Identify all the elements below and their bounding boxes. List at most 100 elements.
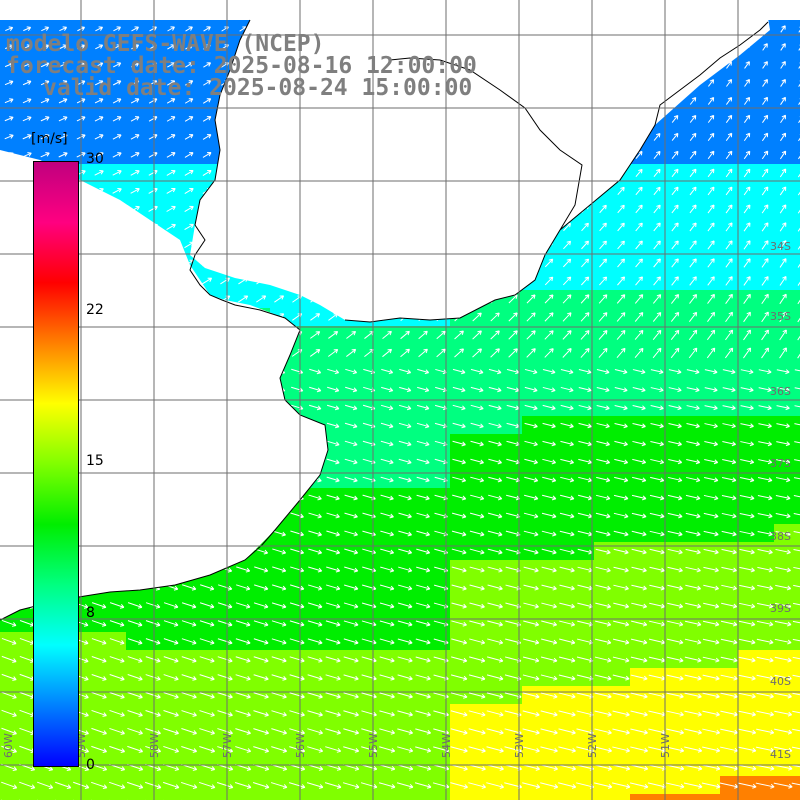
wind-arrow (217, 602, 233, 609)
wind-arrow (217, 746, 234, 753)
wind-arrow (594, 746, 612, 753)
wind-arrow (271, 602, 287, 609)
wind-cell (666, 794, 684, 800)
wind-arrow (739, 512, 755, 519)
wind-arrow (217, 620, 233, 627)
wind-arrow (594, 728, 612, 735)
wind-arrow (308, 512, 322, 519)
wind-arrow (686, 405, 700, 411)
wind-arrow (37, 781, 54, 790)
wind-arrow (326, 404, 340, 411)
wind-arrow (613, 566, 629, 573)
wind-arrow (707, 293, 715, 304)
wind-arrow (184, 134, 194, 140)
wind-arrow (326, 548, 341, 555)
wind-arrow (794, 441, 800, 444)
wind-arrow (725, 96, 733, 105)
wind-arrow (488, 422, 502, 429)
wind-arrow (580, 312, 590, 322)
wind-arrow (779, 240, 787, 250)
wind-arrow (560, 440, 574, 447)
wind-cell (144, 794, 162, 800)
wind-arrow (540, 728, 558, 735)
wind-arrow (761, 222, 769, 232)
wind-cell (792, 776, 800, 794)
wind-arrow (144, 781, 162, 789)
wind-arrow (181, 620, 197, 627)
wind-arrow (4, 134, 14, 140)
wind-arrow (130, 134, 140, 140)
wind-arrow (289, 620, 305, 627)
wind-arrow (612, 710, 630, 717)
wind-cell (792, 488, 800, 506)
wind-arrow (398, 530, 412, 537)
wind-arrow (689, 97, 697, 105)
wind-arrow (523, 638, 540, 645)
wind-arrow (344, 548, 359, 555)
wind-arrow (757, 602, 774, 609)
wind-arrow (743, 258, 751, 268)
wind-arrow (253, 728, 269, 735)
wind-arrow (798, 152, 800, 160)
wind-arrow (685, 494, 701, 501)
wind-arrow (469, 566, 485, 573)
wind-arrow (307, 638, 323, 645)
wind-arrow (598, 330, 608, 340)
wind-arrow (594, 674, 612, 681)
wind-arrow (450, 692, 468, 699)
longitude-label: 56W (294, 733, 307, 758)
wind-arrow (540, 656, 558, 663)
wind-arrow (792, 656, 800, 660)
wind-arrow (616, 294, 626, 304)
wind-arrow (326, 440, 340, 447)
wind-arrow (163, 728, 179, 735)
wind-arrow (616, 347, 626, 358)
wind-cell (792, 740, 800, 758)
wind-arrow (436, 348, 446, 358)
wind-arrow (452, 458, 466, 465)
wind-arrow (416, 440, 430, 447)
wind-arrow (398, 566, 413, 573)
wind-arrow (686, 441, 700, 447)
wind-arrow (595, 566, 611, 573)
wind-arrow (202, 116, 212, 122)
wind-arrow (541, 602, 557, 609)
wind-arrow (436, 330, 446, 340)
wind-arrow (743, 186, 751, 196)
wind-arrow (779, 311, 787, 323)
wind-arrow (253, 584, 269, 591)
wind-arrow (145, 710, 161, 717)
wind-cell (306, 794, 324, 800)
wind-arrow (254, 566, 269, 573)
wind-arrow (562, 276, 572, 286)
wind-cell (216, 794, 234, 800)
wind-arrow (650, 440, 664, 447)
wind-cell (342, 794, 360, 800)
wind-arrow (794, 459, 800, 462)
wind-arrow (776, 387, 790, 393)
wind-arrow (326, 458, 340, 465)
wind-arrow (780, 96, 786, 105)
wind-arrow (725, 311, 733, 323)
wind-cell (54, 794, 72, 800)
wind-arrow (720, 728, 739, 735)
wind-cell (792, 668, 800, 686)
wind-arrow (631, 584, 647, 591)
wind-cell (162, 794, 180, 800)
wind-arrow (487, 602, 503, 609)
wind-arrow (382, 330, 392, 340)
wind-arrow (5, 26, 14, 32)
wind-arrow (724, 347, 734, 359)
wind-arrow (559, 530, 575, 537)
wind-arrow (756, 692, 774, 699)
wind-arrow (398, 548, 413, 555)
wind-cell (792, 794, 800, 800)
wind-arrow (58, 116, 68, 122)
wind-arrow (743, 222, 751, 232)
wind-arrow (671, 186, 679, 196)
wind-arrow (184, 116, 194, 122)
wind-arrow (199, 692, 215, 699)
wind-arrow (744, 79, 750, 87)
wind-arrow (580, 294, 590, 304)
wind-arrow (649, 566, 665, 573)
